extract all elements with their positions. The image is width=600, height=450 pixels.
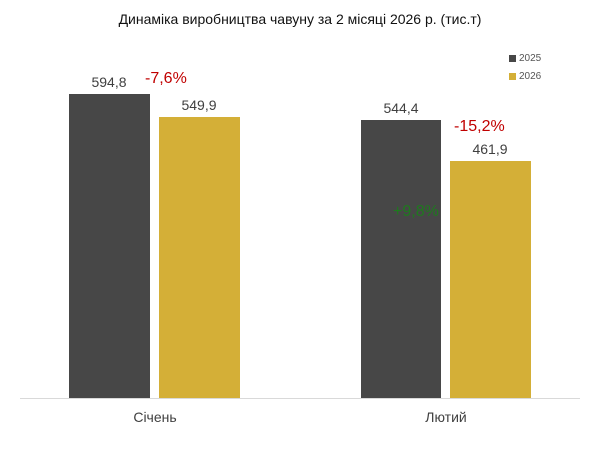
category-label-jan: Січень — [133, 409, 177, 425]
legend: 2025 2026 — [509, 49, 541, 85]
change-label-feb-green: +9,8% — [393, 203, 439, 220]
value-label-jan-2025: 594,8 — [91, 74, 127, 90]
category-label-feb: Лютий — [425, 409, 467, 425]
bar-feb-2025 — [361, 120, 441, 398]
value-label-jan-2026: 549,9 — [181, 97, 217, 113]
change-label-feb: -15,2% — [454, 118, 505, 135]
legend-item-2025: 2025 — [509, 49, 541, 67]
legend-swatch-2025 — [509, 54, 516, 62]
legend-item-2026: 2026 — [509, 67, 541, 85]
bar-jan-2026 — [159, 117, 240, 398]
value-label-feb-2025: 544,4 — [383, 100, 419, 116]
change-label-jan: -7,6% — [145, 70, 187, 87]
bar-feb-2026 — [450, 161, 531, 398]
bar-jan-2025 — [69, 94, 150, 398]
x-axis-line — [20, 398, 580, 399]
legend-label-2025: 2025 — [519, 52, 542, 64]
legend-swatch-2026 — [509, 72, 516, 80]
chart-title: Динаміка виробництва чавуну за 2 місяці … — [118, 11, 482, 27]
value-label-feb-2026: 461,9 — [472, 141, 508, 157]
legend-label-2026: 2026 — [519, 70, 542, 82]
